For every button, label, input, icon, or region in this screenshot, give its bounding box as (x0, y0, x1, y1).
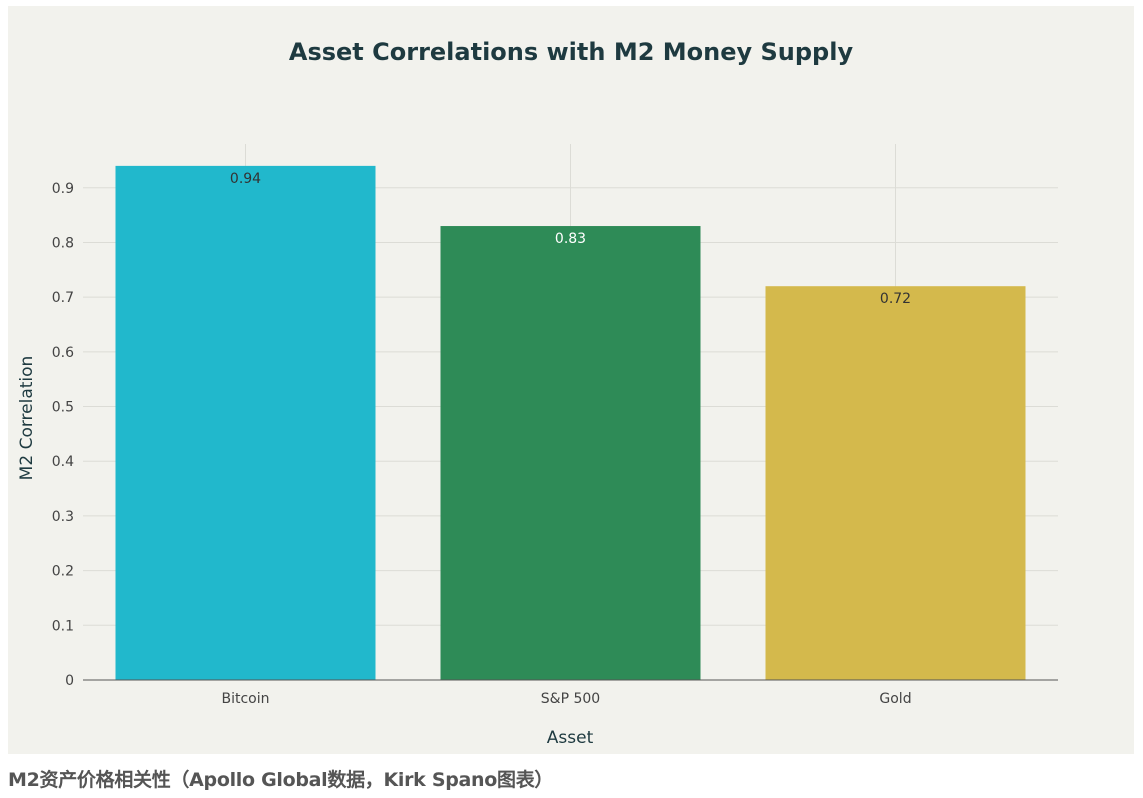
y-tick-label: 0.9 (52, 181, 74, 197)
bar (115, 165, 376, 680)
y-tick-label: 0.4 (52, 454, 74, 470)
y-tick-label: 0.5 (52, 400, 74, 416)
bar (440, 226, 701, 680)
y-axis-title: M2 Correlation (17, 356, 37, 481)
bar-data-label: 0.94 (230, 171, 261, 187)
axes: 0 0.1 0.2 0.3 0.4 0.5 0.6 0.7 0.8 0.9 Bitcoin S&P 5… (52, 181, 1058, 707)
chart-panel: 0.94 0.83 0.72 0 0.1 0.2 0.3 0.4 0.5 0.6 0.7 0.8 0.… (8, 6, 1134, 754)
y-tick-label: 0.3 (52, 509, 74, 525)
y-tick-label: 0.8 (52, 235, 74, 251)
bar-data-label: 0.72 (880, 291, 911, 307)
bar (765, 286, 1026, 680)
y-tick-label: 0.1 (52, 618, 74, 634)
y-tick-label: 0.6 (52, 345, 74, 361)
x-tick-label: Gold (879, 691, 911, 707)
chart-title: Asset Correlations with M2 Money Supply (289, 38, 854, 66)
y-tick-label: 0 (65, 673, 74, 689)
figure-caption: M2资产价格相关性（Apollo Global数据，Kirk Spano图表） (8, 769, 554, 791)
x-tick-label: Bitcoin (221, 691, 269, 707)
x-tick-label: S&P 500 (541, 691, 600, 707)
y-tick-label: 0.2 (52, 564, 74, 580)
bar-chart: 0.94 0.83 0.72 0 0.1 0.2 0.3 0.4 0.5 0.6 0.7 0.8 0.… (17, 38, 1058, 748)
bars: 0.94 0.83 0.72 (115, 165, 1026, 680)
y-tick-label: 0.7 (52, 290, 74, 306)
x-axis-title: Asset (547, 728, 594, 748)
bar-data-label: 0.83 (555, 231, 586, 247)
